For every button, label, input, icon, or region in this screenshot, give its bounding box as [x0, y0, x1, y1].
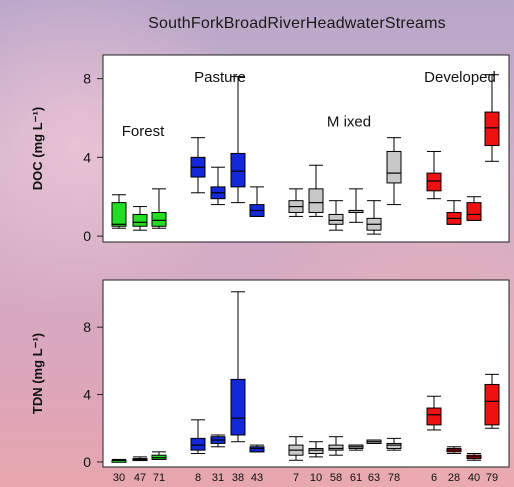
- box-8: [190, 419, 206, 455]
- iqr-box: [308, 447, 324, 455]
- iqr-box: [328, 213, 344, 225]
- x-tick-label: 43: [251, 472, 263, 484]
- x-tick-label: 10: [310, 472, 322, 484]
- x-tick-label: 7: [293, 472, 299, 484]
- box-71: [151, 451, 167, 460]
- plot-area: [102, 279, 510, 468]
- iqr-box: [111, 202, 127, 227]
- box-71: [151, 188, 167, 229]
- x-tick-label: 28: [448, 472, 460, 484]
- x-tick-label: 47: [134, 472, 146, 484]
- iqr-box: [484, 111, 500, 147]
- box-10: [308, 164, 324, 217]
- box-7: [288, 188, 304, 217]
- box-78: [386, 137, 402, 206]
- iqr-box: [249, 446, 265, 453]
- box-79: [484, 74, 500, 162]
- iqr-box: [230, 152, 246, 188]
- iqr-box: [386, 150, 402, 184]
- box-30: [111, 458, 127, 463]
- box-6: [426, 150, 442, 200]
- box-61: [348, 188, 364, 223]
- box-63: [366, 200, 382, 235]
- iqr-box: [426, 172, 442, 192]
- y-tick-label: 0: [83, 454, 91, 470]
- box-28: [446, 446, 462, 455]
- box-40: [466, 453, 482, 461]
- box-6: [426, 395, 442, 431]
- box-31: [210, 166, 226, 206]
- box-79: [484, 373, 500, 429]
- iqr-box: [190, 437, 206, 451]
- box-38: [230, 76, 246, 204]
- x-tick-label: 40: [468, 472, 480, 484]
- y-tick-label: 0: [83, 228, 91, 244]
- iqr-box: [151, 211, 167, 227]
- box-63: [366, 439, 382, 444]
- box-58: [328, 200, 344, 231]
- box-43: [249, 186, 265, 217]
- iqr-box: [386, 442, 402, 449]
- x-tick-label: 78: [388, 472, 400, 484]
- iqr-box: [308, 188, 324, 213]
- group-label-forest: Forest: [122, 123, 165, 140]
- iqr-box: [426, 407, 442, 426]
- panel-tdn: 0 4 8 TDN (mg L⁻¹): [30, 279, 510, 470]
- iqr-box: [230, 378, 246, 436]
- box-58: [328, 436, 344, 456]
- box-43: [249, 444, 265, 453]
- group-label-pasture: Pasture: [194, 69, 246, 86]
- box-31: [210, 434, 226, 448]
- x-tick-label: 30: [113, 472, 125, 484]
- iqr-box: [328, 444, 344, 451]
- group-label-mixed: M ixed: [327, 114, 371, 131]
- x-tick-label: 58: [330, 472, 342, 484]
- box-28: [446, 200, 462, 225]
- y-axis-label: TDN (mg L⁻¹): [30, 333, 45, 414]
- chart-title: SouthForkBroadRiverHeadwaterStreams: [148, 15, 446, 32]
- x-tick-label: 79: [486, 472, 498, 484]
- box-61: [348, 444, 364, 451]
- group-label-developed: Developed: [424, 69, 496, 86]
- panel-doc: 0 4 8 DOC (mg L⁻¹) Forest Pasture M ixed Develo…: [30, 54, 510, 244]
- x-tick-label: 31: [212, 472, 224, 484]
- box-8: [190, 137, 206, 194]
- box-7: [288, 436, 304, 461]
- x-tick-label: 38: [232, 472, 244, 484]
- x-tick-label: 61: [350, 472, 362, 484]
- box-78: [386, 437, 402, 451]
- iqr-box: [132, 213, 148, 227]
- x-tick-label: 63: [368, 472, 380, 484]
- box-38: [230, 291, 246, 443]
- x-tick-label: 6: [431, 472, 437, 484]
- y-tick-label: 4: [83, 149, 91, 165]
- plot-area: [102, 54, 510, 243]
- iqr-box: [466, 202, 482, 221]
- box-10: [308, 441, 324, 458]
- x-tick-label: 71: [153, 472, 165, 484]
- box-30: [111, 194, 127, 229]
- y-tick-label: 8: [83, 319, 91, 335]
- box-47: [132, 206, 148, 231]
- y-tick-label: 8: [83, 71, 91, 87]
- y-axis-label: DOC (mg L⁻¹): [30, 107, 45, 190]
- box-40: [466, 196, 482, 221]
- iqr-box: [484, 383, 500, 426]
- y-tick-label: 4: [83, 387, 91, 403]
- box-47: [132, 456, 148, 462]
- x-tick-label: 8: [195, 472, 201, 484]
